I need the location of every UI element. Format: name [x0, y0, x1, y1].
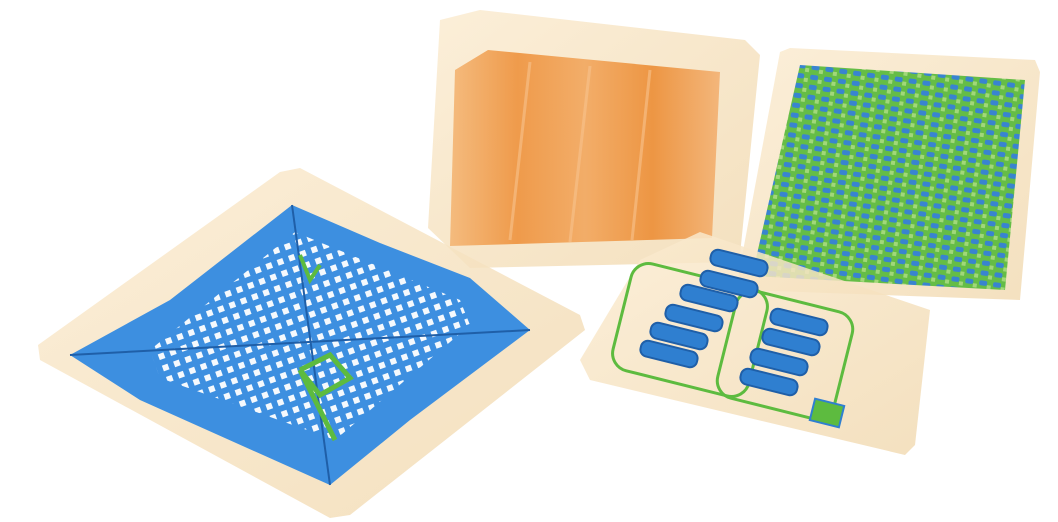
- orange-box-streaks: [508, 61, 652, 243]
- grid-tray-green-item-top: [298, 254, 322, 285]
- clip-tray-label: [808, 397, 846, 429]
- dense-box-contents: [752, 65, 1025, 290]
- orange-box: [428, 10, 760, 268]
- grid-tray-green-item: [297, 351, 354, 442]
- dense-box: [738, 48, 1040, 300]
- clip-tray-clips: [639, 248, 829, 397]
- grid-tray: [38, 168, 585, 518]
- orange-box-contents: [450, 50, 720, 246]
- clip-tray-shell: [580, 232, 930, 455]
- clip-tray: [580, 232, 930, 455]
- grid-tray-edges: [69, 204, 531, 486]
